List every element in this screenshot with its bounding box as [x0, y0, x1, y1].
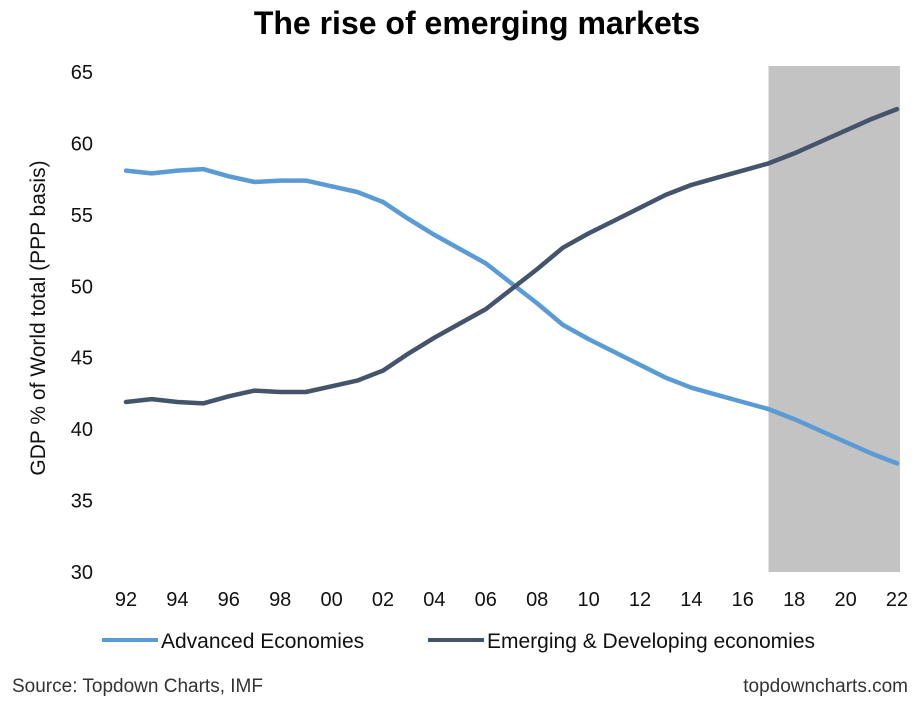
source-note: Source: Topdown Charts, IMF	[12, 676, 263, 697]
chart-title: The rise of emerging markets	[254, 5, 700, 41]
x-tick-label: 14	[680, 589, 702, 611]
x-axis-ticks: 92 94 96 98 00 02 04 06 08 10 12 14 16 18 20 22	[115, 589, 908, 611]
x-tick-label: 00	[320, 589, 342, 611]
x-tick-label: 04	[423, 589, 445, 611]
x-tick-label: 10	[577, 589, 599, 611]
forecast-shaded-region	[768, 66, 900, 572]
y-tick-label: 60	[71, 133, 93, 155]
x-tick-label: 02	[372, 589, 394, 611]
y-tick-label: 65	[71, 62, 93, 84]
x-tick-label: 96	[218, 589, 240, 611]
y-axis-ticks: 30 35 40 45 50 55 60 65	[71, 62, 93, 584]
y-tick-label: 45	[71, 348, 93, 370]
y-axis-label: GDP % of World total (PPP basis)	[27, 160, 50, 475]
x-tick-label: 98	[269, 589, 291, 611]
website-label: topdowncharts.com	[743, 676, 908, 697]
x-tick-label: 18	[783, 589, 805, 611]
y-tick-label: 40	[71, 419, 93, 441]
y-tick-label: 55	[71, 205, 93, 227]
x-tick-label: 92	[115, 589, 137, 611]
x-tick-label: 94	[166, 589, 188, 611]
series-lines	[123, 106, 900, 466]
series-line-emerging-economies	[123, 106, 900, 406]
x-tick-label: 06	[475, 589, 497, 611]
x-tick-label: 08	[526, 589, 548, 611]
legend: Advanced Economies Emerging & Developing…	[102, 630, 815, 653]
x-tick-label: 22	[886, 589, 908, 611]
y-tick-label: 50	[71, 276, 93, 298]
y-tick-label: 30	[71, 562, 93, 584]
y-tick-label: 35	[71, 491, 93, 513]
legend-label-emerging-economies: Emerging & Developing economies	[487, 630, 815, 653]
series-line-advanced-economies	[123, 166, 900, 466]
x-tick-label: 12	[629, 589, 651, 611]
legend-label-advanced-economies: Advanced Economies	[161, 630, 364, 653]
x-tick-label: 16	[732, 589, 754, 611]
x-tick-label: 20	[834, 589, 856, 611]
